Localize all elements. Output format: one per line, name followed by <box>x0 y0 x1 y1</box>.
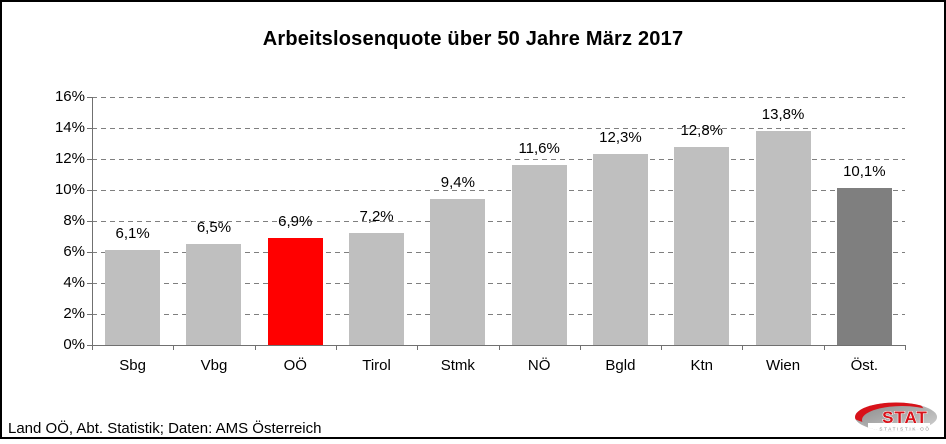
y-axis-tick <box>87 159 92 160</box>
x-axis-tick <box>579 345 581 350</box>
x-axis-tick <box>417 345 419 350</box>
y-axis-tick <box>87 283 92 284</box>
gridline <box>92 283 905 284</box>
bar-Tirol <box>349 233 405 345</box>
y-axis-tick <box>87 314 92 315</box>
bar-value-label: 11,6% <box>518 140 560 158</box>
y-tick-label: 14% <box>54 119 85 136</box>
gridline <box>92 128 905 129</box>
y-tick-label: 16% <box>54 88 85 105</box>
bar-value-label: 12,8% <box>680 121 724 139</box>
bar-Stmk <box>430 199 486 345</box>
x-category-label: Sbg <box>119 357 146 374</box>
bar-NÖ <box>511 165 567 345</box>
y-axis-tick <box>87 128 92 129</box>
x-axis-tick <box>742 345 744 350</box>
x-category-label: Ktn <box>690 357 713 374</box>
x-category-label: Tirol <box>362 357 391 374</box>
stat-logo-text: STAT <box>882 408 928 427</box>
x-axis-tick <box>92 345 93 350</box>
y-axis-tick <box>87 345 92 346</box>
x-axis-tick <box>335 345 337 350</box>
bar-Wien <box>755 131 811 345</box>
y-axis-tick <box>87 190 92 191</box>
y-tick-label: 2% <box>63 305 85 322</box>
x-category-label: Stmk <box>440 357 475 374</box>
y-tick-label: 0% <box>63 336 85 353</box>
bar-value-label: 12,3% <box>599 129 642 147</box>
bar-Vbg <box>186 244 242 345</box>
y-tick-label: 4% <box>63 274 85 291</box>
bar-value-label: 7,2% <box>359 208 394 226</box>
x-category-label: NÖ <box>527 357 551 374</box>
bar-OÖ <box>267 238 323 345</box>
bar-Ktn <box>674 146 730 345</box>
x-axis-tick <box>823 345 825 350</box>
x-category-label: Wien <box>765 357 801 374</box>
bar-value-label: 13,8% <box>761 106 805 124</box>
bar-value-label: 9,4% <box>440 174 475 192</box>
y-axis-tick <box>87 221 92 222</box>
bar-value-label: 6,5% <box>196 219 232 237</box>
x-axis-tick <box>498 345 500 350</box>
x-axis-tick <box>173 345 175 350</box>
y-tick-label: 8% <box>63 212 85 229</box>
bar-value-label: 10,1% <box>843 163 886 181</box>
stat-logo-subtext: STATISTIK OÖ <box>879 426 930 432</box>
stat-logo: STAT STATISTIK OÖ <box>852 399 940 444</box>
bar-value-label: 6,9% <box>278 213 313 231</box>
y-tick-label: 12% <box>54 150 85 167</box>
x-category-label: Vbg <box>200 357 228 374</box>
gridline <box>92 97 905 98</box>
chart-title: Arbeitslosenquote über 50 Jahre März 201… <box>262 28 684 50</box>
bar-Öst. <box>836 188 892 345</box>
x-category-label: Bgld <box>605 357 636 374</box>
gridline <box>92 190 905 191</box>
gridline <box>92 314 905 315</box>
bar-Sbg <box>105 250 161 345</box>
x-axis-tick <box>661 345 663 350</box>
gridline <box>92 252 905 253</box>
y-tick-label: 10% <box>54 181 85 198</box>
x-axis-tick <box>905 345 906 350</box>
gridline <box>92 221 905 222</box>
x-category-label: OÖ <box>283 357 307 374</box>
x-category-label: Öst. <box>850 357 879 374</box>
y-tick-label: 6% <box>63 243 85 260</box>
bar-value-label: 6,1% <box>115 225 150 243</box>
stat-logo-graphic: STAT STATISTIK OÖ <box>855 402 937 432</box>
y-axis-tick <box>87 252 92 253</box>
y-axis <box>92 97 93 350</box>
bar-Bgld <box>592 154 648 345</box>
gridline <box>92 159 905 160</box>
x-axis-tick <box>254 345 256 350</box>
source-text: Land OÖ, Abt. Statistik; Daten: AMS Öste… <box>8 420 322 437</box>
y-axis-tick <box>87 97 92 98</box>
